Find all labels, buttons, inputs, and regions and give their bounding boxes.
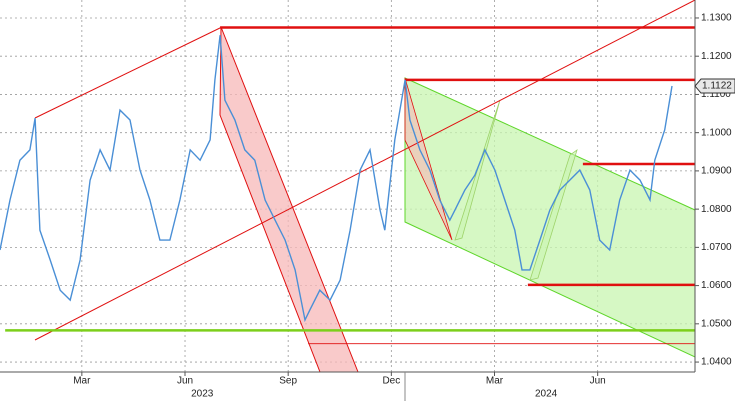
x-tick-label: Jun bbox=[177, 376, 193, 387]
x-tick-label: Mar bbox=[73, 376, 91, 387]
price-line bbox=[0, 35, 673, 323]
last-price-box bbox=[694, 78, 735, 94]
x-tick-label: Jun bbox=[590, 376, 606, 387]
x-tick-label: Dec bbox=[382, 376, 400, 387]
y-tick-label: 1.1100 bbox=[701, 89, 731, 100]
x-tick-label: Sep bbox=[279, 376, 297, 387]
y-tick-label: 1.0600 bbox=[701, 280, 732, 291]
marks bbox=[0, 26, 695, 345]
y-tick-label: 1.0900 bbox=[701, 166, 732, 177]
last-price-label: 1.1122 bbox=[702, 81, 732, 92]
y-tick-label: 1.0800 bbox=[701, 204, 732, 215]
y-tick-label: 1.1200 bbox=[701, 51, 732, 62]
y-tick-label: 1.1300 bbox=[701, 13, 732, 24]
y-tick-label: 1.0500 bbox=[701, 318, 732, 329]
trend-line bbox=[34, 0, 696, 341]
trend-line bbox=[34, 26, 223, 119]
year-label: 2024 bbox=[535, 389, 558, 400]
y-tick-label: 1.0700 bbox=[701, 242, 732, 253]
year-label: 2023 bbox=[191, 389, 214, 400]
y-tick-label: 1.0400 bbox=[701, 357, 732, 368]
x-tick-label: Mar bbox=[486, 376, 504, 387]
y-tick-label: 1.1000 bbox=[701, 127, 732, 138]
